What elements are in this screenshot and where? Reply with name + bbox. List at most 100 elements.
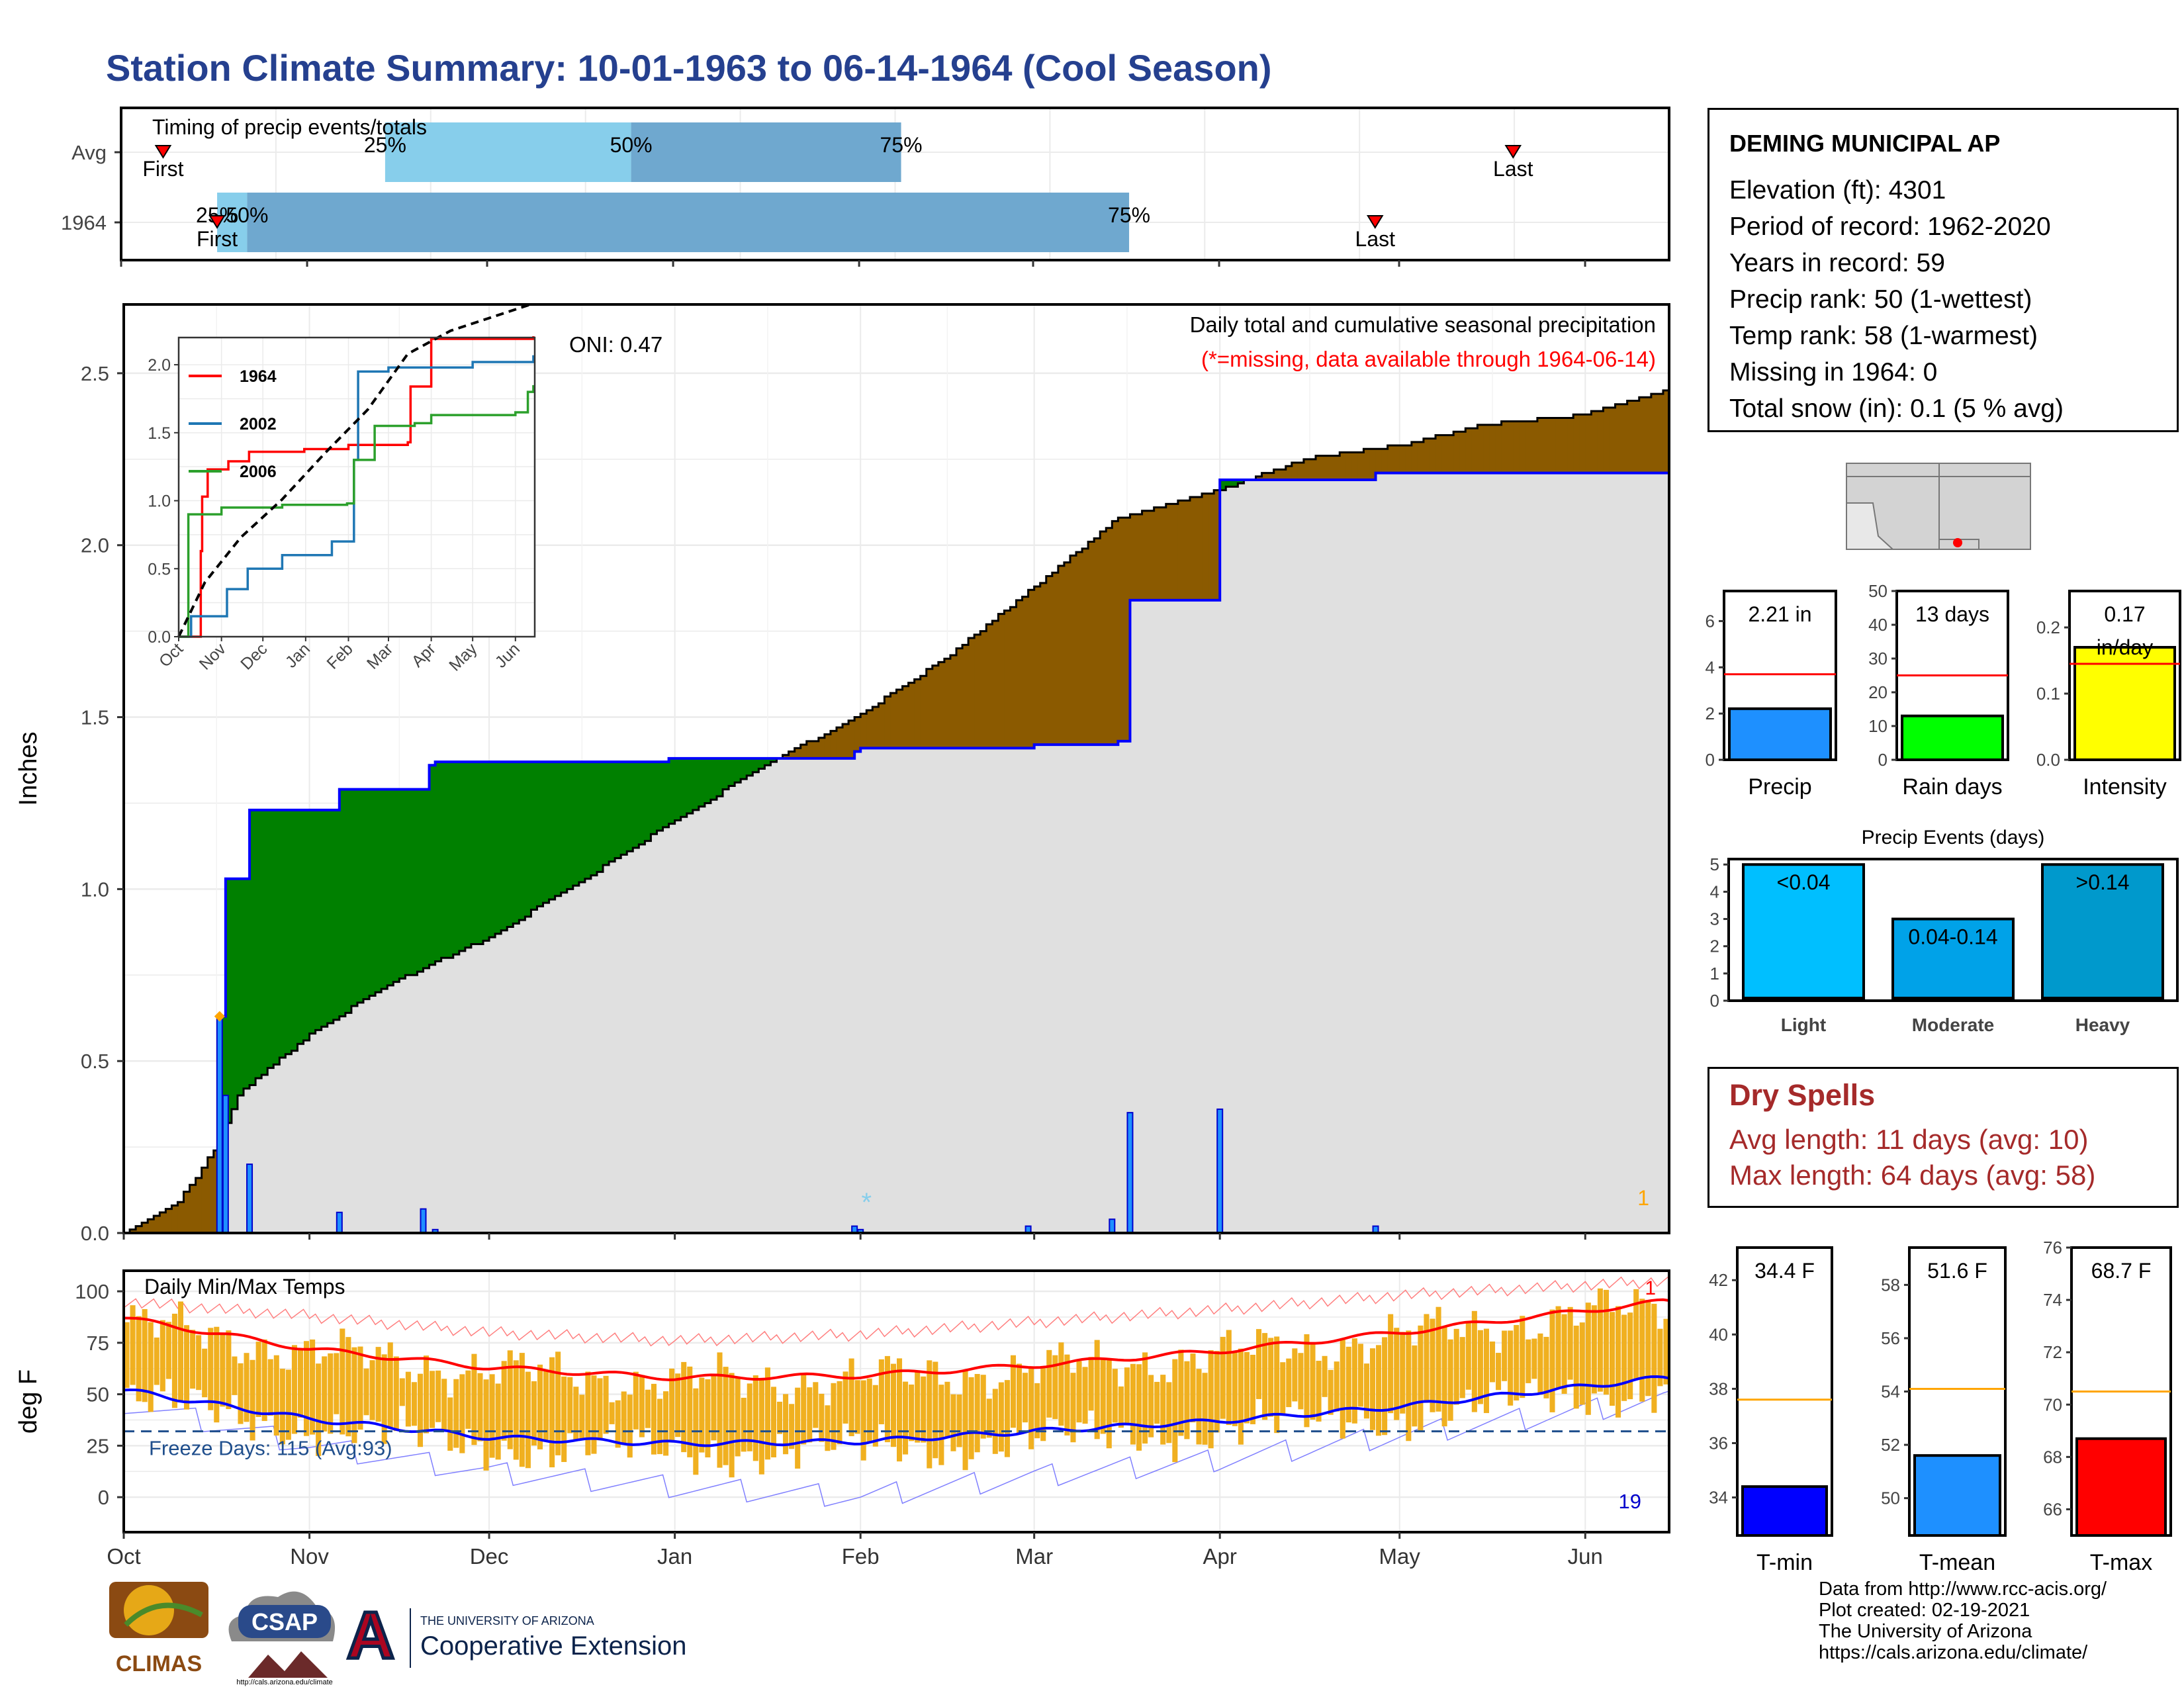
temp-daily-bar [1345,1346,1351,1423]
freeze-days-label: Freeze Days: 115 (Avg:93) [149,1437,392,1460]
temp-daily-bar [603,1375,609,1434]
temp-daily-bar [1376,1345,1382,1436]
temp-daily-bar [1543,1336,1549,1398]
temp-daily-bar [1418,1325,1424,1432]
precip-deficit-band [171,1205,179,1233]
season-ytick-label: 0 [1878,750,1888,770]
precip-deficit-band [1513,421,1520,473]
temp-daily-bar [1514,1325,1520,1401]
precip-deficit-band [1136,514,1143,600]
temp-daily-bar [890,1363,896,1447]
precip-surplus-band [345,789,352,1013]
timing-row-label-Avg: Avg [71,141,107,164]
temp-daily-bar [1477,1330,1483,1404]
events-bar-moderate [1891,917,2015,999]
precip-deficit-band [1447,435,1454,473]
inset-series-2002 [179,355,535,638]
temp-daily-bar [1591,1305,1597,1394]
temp-daily-bar [1322,1355,1328,1397]
precip-deficit-band [998,614,1005,749]
tempbar-ytick-label: 70 [2043,1394,2062,1414]
precip-surplus-band [321,809,328,1027]
season-label: Intensity [2083,774,2167,800]
temp-daily-bar [411,1382,417,1426]
temp-daily-bar [825,1405,831,1451]
precip-ytick-label: 2.5 [81,362,109,385]
precip-deficit-band [926,668,933,749]
temp-daily-bar [255,1342,261,1417]
precip-deficit-band [956,648,963,749]
precip-surplus-band [609,762,615,862]
precip-surplus-band [435,762,442,962]
precip-surplus-band [339,789,346,1017]
precip-deficit-band [1453,432,1460,473]
temp-daily-bar [483,1379,489,1471]
temp-daily-bar [214,1326,220,1423]
precip-surplus-band [543,762,550,903]
ua-line-1: THE UNIVERSITY OF ARIZONA [420,1614,594,1627]
precip-surplus-band [250,809,256,1085]
precip-surplus-band [357,789,364,1003]
temp-daily-bar [927,1360,933,1469]
temp-daily-bar [1298,1353,1304,1410]
temp-daily-bar [1184,1361,1190,1440]
season-ytick-label: 50 [1868,581,1888,601]
temp-avg-max-line [123,1298,1670,1381]
precip-deficit-band [183,1191,191,1233]
temp-daily-bar [1603,1289,1609,1395]
events-ytick-label: 5 [1710,854,1719,874]
precip-deficit-band [1267,473,1275,480]
precip-deficit-band [1363,449,1371,480]
tempbar-ytick-label: 34 [1709,1488,1728,1508]
temp-daily-bar [232,1356,238,1395]
temp-daily-bar [1430,1318,1435,1412]
precip-ylabel: Inches [15,732,42,806]
temp-daily-bar [1453,1328,1459,1405]
events-ytick-label: 0 [1710,991,1719,1011]
events-bar-label: <0.04 [1777,870,1831,894]
precip-deficit-band [1196,496,1203,600]
temp-daily-bar [1388,1314,1394,1414]
precip-surplus-band [729,758,735,786]
logo-strip: CLIMAS CSAP http://cals.arizona.edu/clim… [109,1578,745,1688]
precip-surplus-band [225,878,232,1123]
precip-deficit-band [1100,531,1107,745]
precip-deficit-band [1405,445,1412,473]
precip-deficit-band [1028,590,1035,749]
temp-daily-bar [705,1379,711,1458]
temp-daily-bar [866,1378,872,1443]
precip-deficit-band [1657,394,1664,473]
events-ytick-label: 3 [1710,909,1719,929]
precip-deficit-band [812,741,819,758]
temp-daily-bar [854,1380,860,1434]
temp-daily-bar [597,1378,603,1441]
temp-daily-bar [417,1373,424,1447]
temp-daily-bar [837,1381,842,1445]
tempbar-bar [1913,1454,2001,1537]
temp-daily-bar [813,1382,819,1428]
season-panel-intensity: 0.17 in/day 0.0 0.1 0.2 Intensity [2036,590,2181,800]
precip-deficit-band [1435,435,1442,473]
temp-daily-bar [124,1322,130,1389]
temp-daily-bar [1034,1383,1040,1439]
inset-ytick-label: 1.5 [148,424,171,443]
precip-deficit-band [1165,504,1173,600]
temp-daily-bar [238,1363,244,1424]
season-ytick-label: 40 [1868,615,1888,635]
tempbar-ytick-label: 54 [1881,1382,1900,1402]
events-category-label: Moderate [1912,1015,1994,1035]
precip-surplus-band [537,762,544,907]
season-value-label: 13 days [1915,602,1989,626]
temp-daily-bar [184,1325,190,1410]
month-label: Jan [657,1544,692,1569]
precip-deficit-band [201,1167,208,1233]
temp-daily-bar [1052,1355,1058,1420]
precip-daily-bar [246,1164,253,1234]
precip-deficit-band [986,624,993,749]
temp-plot-bg [124,1271,1669,1532]
precip-surplus-band [710,758,717,800]
precip-deficit-band [1633,400,1640,473]
precip-deficit-band [854,717,861,752]
temp-daily-bar [621,1391,627,1444]
precip-deficit-band [1189,496,1197,600]
